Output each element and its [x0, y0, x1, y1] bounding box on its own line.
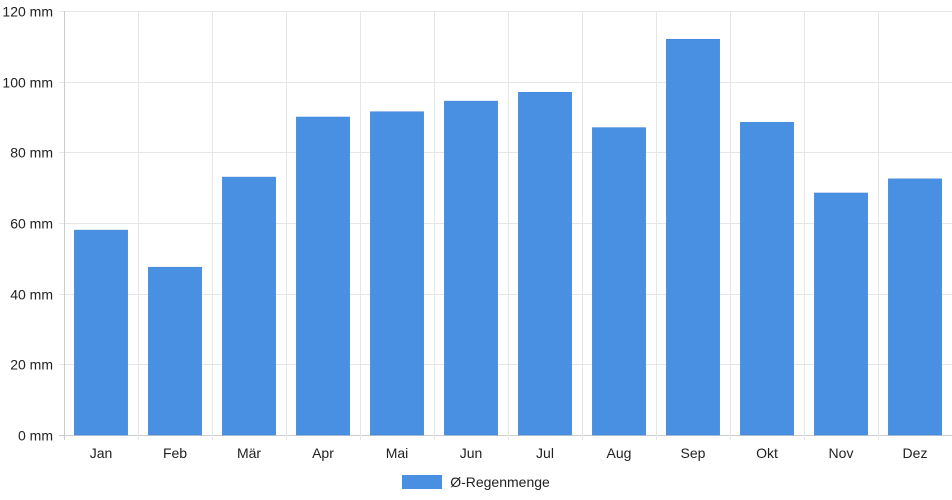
y-tick-label: 80 mm — [10, 145, 53, 161]
grid-lines — [59, 11, 952, 440]
x-tick-label: Jun — [460, 445, 483, 461]
bar-okt[interactable] — [740, 122, 794, 436]
x-tick-label: Jan — [90, 445, 113, 461]
x-tick-label: Apr — [312, 445, 334, 461]
bar-sep[interactable] — [666, 39, 720, 436]
x-tick-label: Nov — [829, 445, 854, 461]
y-axis-ticks: 0 mm 20 mm 40 mm 60 mm 80 mm 100 mm 120 mm — [2, 4, 53, 444]
bar-nov[interactable] — [814, 192, 868, 436]
bars — [74, 39, 942, 436]
bar-feb[interactable] — [148, 266, 202, 436]
y-tick-label: 40 mm — [10, 287, 53, 303]
bar-mär[interactable] — [222, 176, 276, 436]
y-tick-label: 100 mm — [2, 75, 53, 91]
x-tick-label: Mär — [237, 445, 261, 461]
x-tick-label: Aug — [607, 445, 632, 461]
y-tick-label: 20 mm — [10, 357, 53, 373]
x-tick-label: Feb — [163, 445, 187, 461]
x-tick-label: Dez — [903, 445, 928, 461]
bar-jul[interactable] — [518, 92, 572, 436]
x-axis-ticks: Jan Feb Mär Apr Mai Jun Jul Aug Sep Okt Nov Dez — [90, 445, 928, 461]
legend-label: Ø-Regenmenge — [450, 474, 550, 490]
x-tick-label: Jul — [536, 445, 554, 461]
y-tick-label: 0 mm — [18, 428, 53, 444]
bar-mai[interactable] — [370, 111, 424, 436]
legend[interactable]: Ø-Regenmenge — [0, 472, 952, 492]
y-tick-label: 60 mm — [10, 216, 53, 232]
y-tick-label: 120 mm — [2, 4, 53, 20]
x-tick-label: Sep — [681, 445, 706, 461]
x-tick-label: Mai — [386, 445, 409, 461]
bar-apr[interactable] — [296, 116, 350, 436]
bar-jan[interactable] — [74, 229, 128, 436]
bar-aug[interactable] — [592, 127, 646, 436]
bar-dez[interactable] — [888, 178, 942, 436]
bar-jun[interactable] — [444, 100, 498, 436]
x-tick-label: Okt — [756, 445, 778, 461]
legend-swatch — [402, 475, 443, 489]
